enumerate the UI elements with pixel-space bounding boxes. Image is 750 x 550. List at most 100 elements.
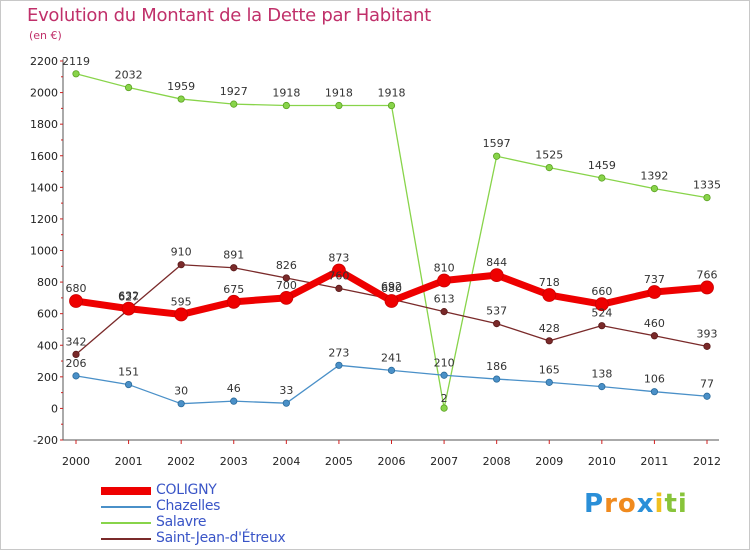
logo-letter: i	[654, 489, 665, 519]
data-point	[598, 383, 606, 391]
y-tick-label: 0	[51, 402, 58, 415]
data-label: 46	[227, 382, 241, 395]
data-label: 675	[223, 283, 244, 296]
data-point	[493, 375, 501, 383]
y-tick-label: 1000	[30, 245, 58, 258]
data-label: 393	[697, 327, 718, 340]
data-label: 138	[591, 368, 612, 381]
legend-item-salavre: Salavre	[101, 514, 401, 531]
data-point	[703, 193, 711, 202]
x-tick-label: 2010	[588, 455, 616, 468]
data-point	[647, 285, 662, 299]
data-label: 1335	[693, 179, 721, 192]
data-label: 737	[644, 273, 665, 286]
data-label: 30	[174, 385, 188, 398]
data-label: 2	[441, 392, 448, 405]
data-label: 1918	[378, 87, 406, 100]
logo-letter: r	[604, 489, 618, 519]
x-tick-label: 2006	[378, 455, 406, 468]
data-label: 342	[66, 335, 87, 348]
x-tick-label: 2011	[640, 455, 668, 468]
data-label: 826	[276, 259, 297, 272]
data-label: 910	[171, 246, 192, 259]
data-point	[124, 83, 133, 92]
y-tick-label: 400	[37, 339, 58, 352]
data-point	[384, 294, 399, 308]
data-label: 1525	[535, 149, 563, 162]
series-group	[69, 70, 714, 412]
y-tick-label: 1600	[30, 150, 58, 163]
x-tick-label: 2003	[220, 455, 248, 468]
data-point	[230, 100, 238, 108]
data-point	[700, 280, 714, 295]
x-tick-label: 2000	[62, 455, 90, 468]
data-label: 273	[328, 346, 349, 359]
y-tick-label: -200	[33, 434, 58, 447]
data-point	[69, 294, 83, 308]
logo-letter: P	[584, 489, 605, 519]
data-point	[545, 337, 553, 345]
data-point	[282, 274, 290, 282]
data-label: 700	[276, 279, 297, 292]
data-point	[177, 261, 185, 269]
series-salavre	[72, 70, 711, 412]
y-tick-label: 2200	[30, 55, 58, 68]
data-point	[650, 184, 659, 193]
logo-letter: o	[617, 489, 637, 519]
data-label: 165	[539, 363, 560, 376]
data-label: 206	[66, 357, 87, 370]
data-point	[440, 308, 448, 316]
data-label: 1959	[167, 80, 195, 93]
axes: -200 0 200 400 600 800 1000 1200 1400 1600 1800 200…	[30, 55, 721, 468]
data-point	[72, 372, 80, 380]
data-label: 524	[591, 307, 612, 320]
series-chazelles	[72, 361, 711, 408]
data-label: 760	[328, 269, 349, 282]
data-label: 632	[118, 290, 139, 303]
legend-swatch-chazelles	[101, 506, 151, 508]
data-point	[703, 342, 711, 350]
data-label: 151	[118, 366, 139, 379]
data-label: 660	[591, 285, 612, 298]
series-line	[75, 264, 708, 356]
data-point	[489, 268, 504, 283]
y-tick-label: 1400	[30, 181, 58, 194]
x-tick-label: 2004	[272, 455, 300, 468]
data-label: 692	[381, 280, 402, 293]
chart-subtitle: (en €)	[29, 29, 62, 42]
x-tick-label: 2001	[115, 455, 143, 468]
legend-swatch-salavre	[101, 522, 151, 524]
legend-label: Chazelles	[156, 498, 221, 514]
y-tick-label: 200	[37, 371, 58, 384]
data-point	[650, 388, 659, 396]
data-label: 718	[539, 276, 560, 289]
data-label: 891	[223, 249, 244, 262]
data-point	[279, 290, 294, 305]
logo-letter: i	[677, 489, 688, 519]
data-label: 33	[279, 384, 293, 397]
data-point	[545, 378, 553, 386]
data-label: 460	[644, 317, 665, 330]
data-point	[72, 350, 80, 359]
data-point	[335, 284, 343, 292]
data-label: 2119	[62, 55, 90, 68]
data-point	[174, 307, 189, 322]
data-point	[650, 332, 659, 340]
data-point	[703, 392, 711, 400]
series-coligny	[69, 263, 714, 322]
data-point	[335, 361, 343, 369]
proxiti-logo: Proxiti	[584, 489, 688, 519]
data-point	[72, 70, 80, 78]
legend-item-chazelles: Chazelles	[101, 498, 401, 515]
legend-swatch-saint-jean	[101, 538, 151, 540]
data-label: 844	[486, 256, 507, 269]
y-tick-label: 800	[37, 276, 58, 289]
data-label: 106	[644, 373, 665, 386]
x-tick-label: 2005	[325, 455, 353, 468]
data-label: 680	[66, 282, 87, 295]
data-point	[440, 404, 448, 412]
data-point	[598, 322, 606, 330]
data-point	[230, 397, 238, 405]
data-label: 77	[700, 377, 714, 390]
